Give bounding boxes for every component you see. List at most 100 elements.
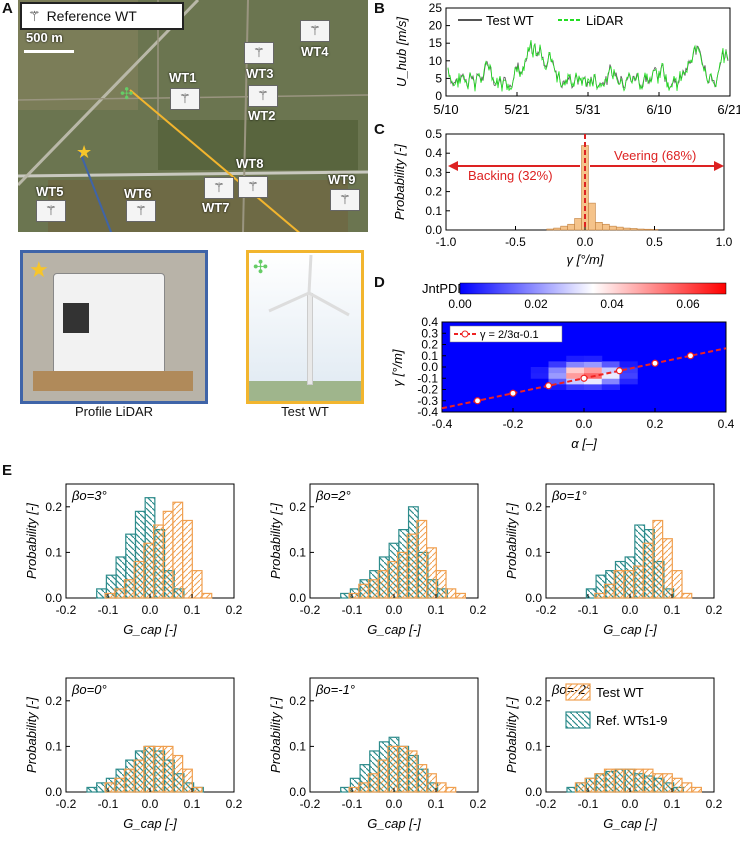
fit-point (473, 397, 482, 405)
subplot-ylabel: Probability [-] (24, 697, 39, 773)
x-tick-label: 6/10 (646, 102, 671, 117)
test-bar (594, 773, 606, 793)
test-bar (416, 519, 428, 599)
test-bar (182, 768, 193, 793)
test-bar (123, 579, 135, 599)
test-bar (123, 768, 135, 793)
test-bar (396, 745, 408, 793)
test-bar (623, 570, 635, 599)
test-bar (133, 560, 145, 599)
wt5-label: WT5 (36, 184, 64, 199)
colorbar-tick-label: 0.06 (676, 297, 700, 311)
heatmap-cell (601, 367, 620, 374)
wt3-label: WT3 (246, 66, 274, 81)
fit-point (509, 389, 517, 397)
x-tick-label: -0.2 (536, 797, 557, 811)
test-bar (574, 782, 586, 793)
subplot-xlabel: G_cap [-] (123, 622, 177, 637)
y-tick-label: 0.3 (421, 326, 438, 340)
test-wt-photo-caption: Test WT (281, 404, 329, 419)
wt2-label: WT2 (248, 108, 276, 123)
y-tick-label: 0.1 (289, 545, 306, 559)
histogram-bar (609, 225, 617, 231)
subplot-xlabel: G_cap [-] (603, 816, 657, 831)
x-tick-label: -0.2 (536, 603, 557, 617)
test-bar (455, 592, 466, 599)
histogram-subplot: 0.0 0.1 0.2 -0.2 -0.1 0.0 0.1 0.2 βo=0° Probabili… (24, 677, 243, 831)
heatmap-cell (619, 372, 638, 379)
x-tick-label: 0.1 (428, 603, 445, 617)
fit-label: γ = 2/3α-0.1 (480, 329, 539, 341)
y-tick-label: 0.0 (421, 360, 438, 374)
test-bar (143, 542, 155, 599)
chart-b-ylabel: U_hub [m/s] (394, 17, 409, 87)
y-tick-label: 0.1 (421, 349, 438, 363)
y-tick-label: 15 (429, 36, 443, 50)
test-bar (671, 777, 683, 793)
scale-label: 500 m (26, 30, 63, 45)
y-tick-label: 5 (435, 71, 442, 85)
subplot-xlabel: G_cap [-] (367, 622, 421, 637)
wt5-icon: ⚚ (36, 200, 66, 222)
test-bar (613, 570, 625, 599)
x-tick-label: 0.2 (226, 797, 243, 811)
x-tick-label: 0.2 (647, 417, 664, 431)
ref-bar (86, 786, 98, 793)
y-tick-label: 0.0 (425, 223, 442, 237)
subplot-title: βo=0° (71, 682, 107, 697)
x-tick-label: 0.1 (664, 603, 681, 617)
x-tick-label: -1.0 (436, 235, 457, 249)
x-tick-label: 6/21 (717, 102, 740, 117)
x-tick-label: 0.1 (184, 603, 201, 617)
x-tick-label: -0.1 (578, 797, 599, 811)
x-tick-label: 0.0 (142, 603, 159, 617)
subplot-title: βo=3° (71, 488, 107, 503)
x-tick-label: 0.2 (470, 797, 487, 811)
y-tick-label: 0.2 (525, 694, 542, 708)
test-bar (662, 538, 673, 599)
panel-label-c: C (374, 121, 385, 138)
wt4-icon: ⚚ (300, 20, 330, 42)
lidar-star-icon: ★ (76, 142, 93, 162)
heatmap-cell (619, 367, 638, 374)
histogram-subplot: 0.0 0.1 0.2 -0.2 -0.1 0.0 0.1 0.2 βo=1° Probabili… (504, 483, 723, 637)
series-test-wt (447, 40, 729, 91)
x-tick-label: 5/31 (575, 102, 600, 117)
fit-point (544, 382, 553, 390)
histogram-bar (615, 226, 624, 231)
wt4-label: WT4 (301, 44, 329, 59)
lidar-star-icon: ★ (29, 257, 49, 282)
wt8-icon: ⚚ (238, 176, 268, 198)
y-tick-label: 0.2 (289, 694, 306, 708)
histogram-bar (560, 225, 568, 231)
test-wt-icon: ✣ (120, 86, 134, 103)
chart-d: JntPDF 0.00 0.02 0.04 0.06 -0.4-0.3-0.2-0.1… (390, 281, 735, 451)
y-tick-label: 0.4 (421, 315, 438, 329)
y-tick-label: 0.0 (289, 785, 306, 799)
wt3-icon: ⚚ (244, 42, 274, 64)
test-bar (445, 588, 457, 599)
wt6-label: WT6 (124, 186, 152, 201)
test-bar (348, 592, 360, 599)
test-bar (172, 754, 184, 793)
test-bar (445, 786, 457, 793)
test-bar (182, 519, 193, 599)
histogram-subplot: 0.0 0.1 0.2 -0.2 -0.1 0.0 0.1 0.2 βo=3° Probabili… (24, 483, 243, 637)
x-tick-label: 0.1 (184, 797, 201, 811)
panel-label-e: E (2, 462, 13, 479)
colorbar-label: JntPDF (422, 281, 465, 296)
test-bar (143, 745, 155, 793)
wt1-label: WT1 (169, 70, 197, 85)
wt8-label: WT8 (236, 156, 264, 171)
test-bar (691, 786, 702, 793)
x-tick-label: -0.2 (300, 797, 321, 811)
turbine-icon: ⚚ (28, 7, 41, 24)
subplot-ylabel: Probability [-] (504, 503, 519, 579)
y-tick-label: 0.0 (45, 785, 62, 799)
test-bar (671, 570, 683, 599)
y-tick-label: 25 (429, 1, 443, 15)
test-bar (632, 768, 644, 793)
legend-test-label: Test WT (486, 13, 534, 28)
chart-c: 0.0 0.1 0.2 0.3 0.4 0.5 -1.0 -0.5 0.0 0.5 1.0 Bac… (392, 127, 733, 267)
test-bar (104, 592, 116, 599)
